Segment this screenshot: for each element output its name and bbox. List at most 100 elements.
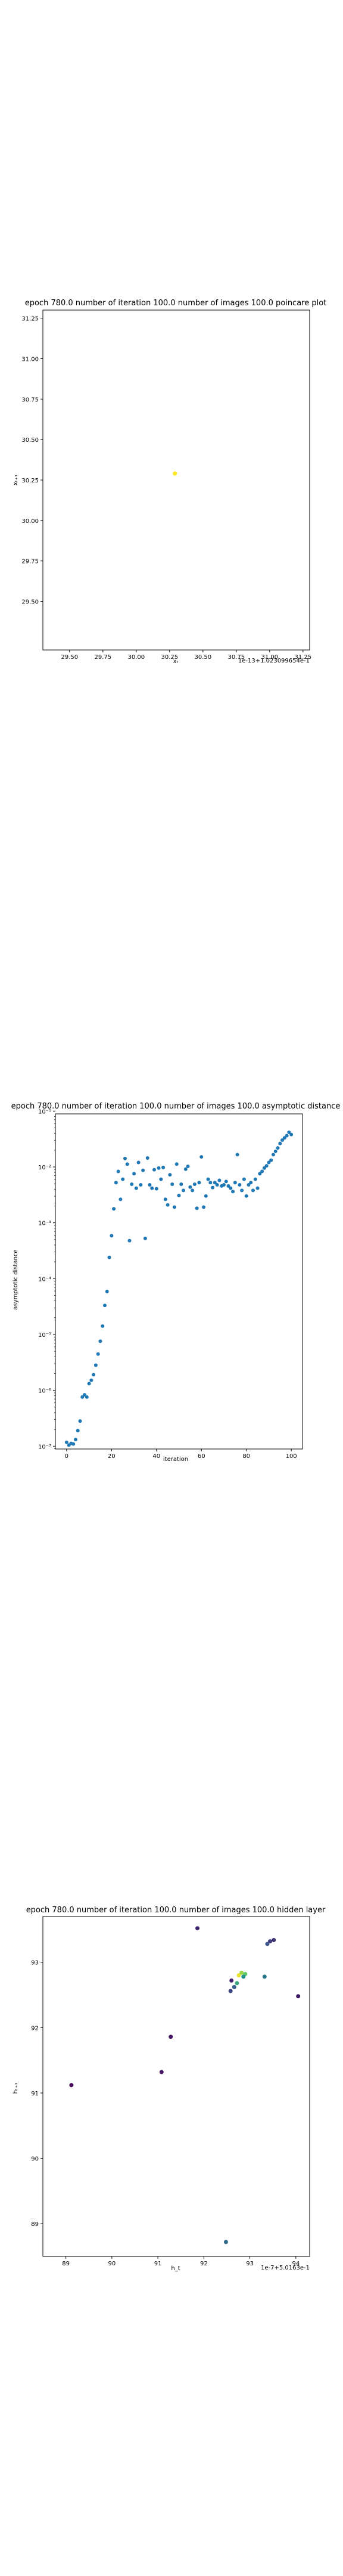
data-point (170, 1182, 174, 1187)
x-axis-label: xₜ (173, 658, 179, 665)
data-point (224, 1179, 228, 1184)
data-point (92, 1373, 96, 1377)
data-point (186, 1165, 190, 1169)
data-point (273, 1149, 277, 1153)
y-axis-label: asymptotic distance (13, 1249, 19, 1309)
data-point (204, 1194, 208, 1198)
data-point (239, 1970, 244, 1975)
data-point (139, 1182, 143, 1187)
x-tick-label: 30.75 (227, 654, 245, 661)
data-point (240, 1188, 244, 1193)
data-point (154, 1187, 158, 1191)
data-point (262, 1974, 267, 1979)
y-tick-label: 30.00 (21, 518, 39, 525)
data-point (280, 1138, 285, 1143)
data-point (163, 1197, 167, 1202)
data-point (114, 1181, 118, 1185)
data-point (249, 1181, 253, 1185)
data-point (173, 471, 177, 476)
x-tick-label: 94 (292, 2261, 300, 2267)
data-point (289, 1132, 294, 1137)
data-point (71, 1442, 76, 1446)
data-point (242, 1177, 246, 1181)
data-point (258, 1172, 262, 1176)
data-point (78, 1419, 82, 1423)
x-tick-label: 91 (154, 2261, 162, 2267)
data-point (183, 1167, 188, 1171)
data-point (121, 1177, 125, 1181)
data-point (161, 1165, 166, 1169)
data-point (141, 1168, 145, 1172)
data-point (143, 1236, 147, 1240)
data-point (157, 1166, 161, 1170)
data-point (244, 1194, 248, 1198)
data-point (159, 1177, 163, 1181)
data-point (80, 1395, 85, 1399)
data-point (93, 1363, 98, 1367)
data-point (119, 1197, 123, 1202)
data-point (238, 1182, 242, 1187)
data-point (105, 1289, 109, 1293)
data-point (235, 1981, 239, 1986)
y-tick-label: 30.75 (21, 397, 39, 403)
x-tick-label: 30.50 (194, 654, 211, 661)
data-point (148, 1182, 152, 1187)
x-tick-label: 90 (108, 2261, 116, 2267)
data-point (232, 1984, 236, 1989)
x-tick-label: 29.75 (94, 654, 111, 661)
data-point (251, 1188, 255, 1193)
y-tick-label: 10⁻⁵ (38, 1332, 51, 1339)
data-point (195, 1206, 199, 1210)
x-tick-label: 0 (65, 1453, 68, 1460)
data-point (89, 1378, 93, 1382)
x-tick-label: 31.00 (261, 654, 278, 661)
data-point (177, 1193, 181, 1197)
data-point (296, 1994, 301, 1999)
plot-frame (42, 309, 310, 651)
data-point (287, 1130, 291, 1134)
y-tick-label: 93 (31, 1960, 39, 1967)
y-tick-label: 10⁻⁴ (38, 1276, 51, 1283)
asymptotic-distance-chart: epoch 780.0 number of iteration 100.0 nu… (11, 1102, 341, 1463)
data-point (241, 1974, 246, 1979)
y-axis-label: hₜ₊₁ (13, 2083, 19, 2094)
data-point (285, 1134, 289, 1138)
plot-frame (42, 1916, 310, 2257)
data-point (127, 1239, 132, 1243)
x-axis-label: iteration (163, 1456, 188, 1463)
data-point (112, 1207, 116, 1211)
data-point (136, 1160, 141, 1165)
chart-title: epoch 780.0 number of iteration 100.0 nu… (26, 1906, 326, 1915)
data-point (226, 1184, 230, 1188)
data-point (96, 1352, 100, 1356)
data-point (110, 1234, 114, 1238)
data-point (268, 1939, 273, 1944)
y-tick-label: 91 (31, 2091, 39, 2097)
data-point (211, 1185, 215, 1190)
x-tick-label: 100 (286, 1453, 297, 1460)
y-tick-label: 10⁻¹ (38, 1109, 51, 1115)
data-point (179, 1182, 183, 1187)
data-point (64, 1440, 68, 1444)
y-tick-label: 30.50 (21, 437, 39, 444)
data-point (202, 1205, 205, 1209)
data-point (125, 1162, 129, 1166)
data-point (235, 1153, 239, 1157)
data-point (103, 1304, 107, 1308)
data-point (132, 1172, 136, 1176)
data-point (223, 2240, 228, 2244)
chart-title: epoch 780.0 number of iteration 100.0 nu… (25, 299, 327, 308)
data-point (260, 1169, 264, 1174)
data-point (278, 1141, 282, 1145)
data-point (152, 1168, 156, 1172)
y-tick-label: 10⁻⁷ (38, 1444, 51, 1450)
data-point (272, 1937, 276, 1942)
x-tick-label: 30.25 (161, 654, 178, 661)
data-point (264, 1164, 269, 1168)
data-point (101, 1324, 105, 1328)
y-tick-label: 29.75 (21, 559, 39, 565)
data-point (276, 1146, 280, 1150)
x-tick-label: 40 (152, 1453, 160, 1460)
data-point (228, 1989, 233, 1993)
x-tick-label: 31.25 (294, 654, 311, 661)
